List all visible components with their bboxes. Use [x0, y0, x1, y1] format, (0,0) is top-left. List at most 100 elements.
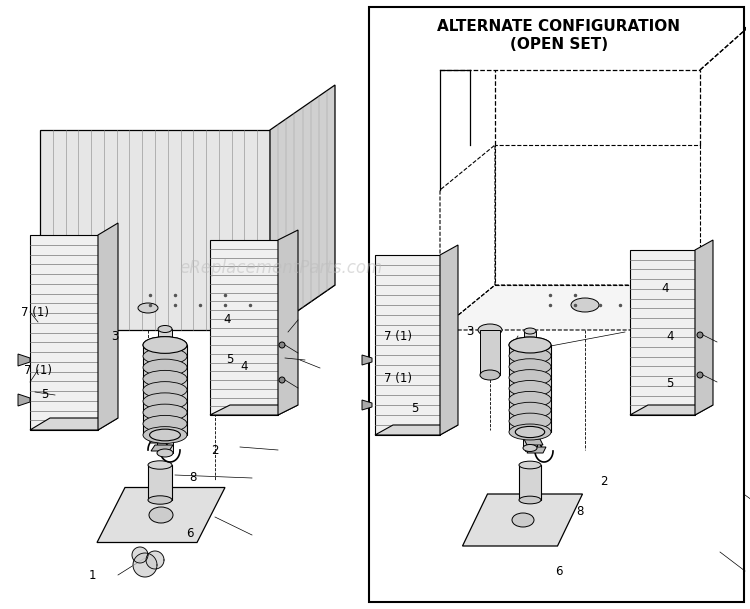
- Ellipse shape: [509, 337, 551, 353]
- Text: 4: 4: [662, 282, 669, 295]
- Bar: [157, 435, 173, 453]
- Polygon shape: [151, 445, 173, 451]
- Ellipse shape: [157, 449, 173, 457]
- Ellipse shape: [279, 342, 285, 348]
- Ellipse shape: [143, 359, 187, 376]
- Ellipse shape: [143, 348, 187, 365]
- Bar: [524, 331, 536, 345]
- Polygon shape: [147, 437, 169, 443]
- Polygon shape: [40, 285, 335, 330]
- Polygon shape: [362, 400, 372, 410]
- Bar: [509, 345, 551, 432]
- Text: 7 (1): 7 (1): [24, 364, 52, 377]
- Polygon shape: [210, 405, 298, 415]
- Text: 7 (1): 7 (1): [384, 329, 412, 343]
- Ellipse shape: [509, 337, 551, 353]
- Polygon shape: [40, 130, 270, 330]
- Polygon shape: [18, 354, 30, 366]
- Polygon shape: [440, 245, 458, 435]
- Text: 1: 1: [88, 569, 96, 582]
- Ellipse shape: [509, 424, 551, 440]
- Ellipse shape: [143, 404, 187, 421]
- Bar: [519, 465, 541, 500]
- Polygon shape: [132, 547, 148, 563]
- Text: 4: 4: [666, 330, 674, 343]
- Text: 5: 5: [41, 388, 49, 401]
- Polygon shape: [18, 394, 30, 406]
- Bar: [480, 330, 500, 375]
- Polygon shape: [30, 418, 118, 430]
- Text: 7 (1): 7 (1): [21, 306, 49, 319]
- Ellipse shape: [523, 445, 537, 451]
- Ellipse shape: [515, 426, 544, 438]
- Ellipse shape: [143, 382, 187, 398]
- Ellipse shape: [478, 324, 502, 336]
- Ellipse shape: [149, 429, 181, 441]
- Ellipse shape: [509, 413, 551, 429]
- Text: eReplacementParts.com: eReplacementParts.com: [180, 259, 382, 277]
- Ellipse shape: [143, 393, 187, 410]
- Polygon shape: [463, 494, 583, 546]
- Polygon shape: [98, 223, 118, 430]
- Ellipse shape: [571, 298, 599, 312]
- Ellipse shape: [143, 337, 187, 353]
- Bar: [369, 7, 744, 602]
- Ellipse shape: [143, 370, 187, 387]
- Text: 2: 2: [600, 474, 608, 488]
- Polygon shape: [524, 439, 543, 445]
- Ellipse shape: [524, 328, 536, 334]
- Text: 7 (1): 7 (1): [384, 372, 412, 385]
- Ellipse shape: [509, 348, 551, 364]
- Polygon shape: [97, 487, 225, 543]
- Text: 3: 3: [466, 325, 474, 339]
- Bar: [143, 345, 187, 435]
- Polygon shape: [695, 240, 713, 415]
- Ellipse shape: [480, 370, 500, 380]
- Ellipse shape: [148, 496, 172, 504]
- Ellipse shape: [512, 513, 534, 527]
- Ellipse shape: [519, 496, 541, 504]
- Ellipse shape: [509, 359, 551, 375]
- Ellipse shape: [138, 303, 158, 313]
- Ellipse shape: [279, 377, 285, 383]
- Text: 6: 6: [555, 565, 562, 578]
- Text: 3: 3: [111, 329, 118, 343]
- Bar: [523, 432, 537, 448]
- Ellipse shape: [509, 381, 551, 396]
- Polygon shape: [630, 250, 695, 415]
- Polygon shape: [210, 240, 278, 415]
- Text: 5: 5: [411, 401, 419, 415]
- Ellipse shape: [509, 370, 551, 385]
- Polygon shape: [146, 551, 164, 569]
- Text: ALTERNATE CONFIGURATION
(OPEN SET): ALTERNATE CONFIGURATION (OPEN SET): [437, 19, 680, 52]
- Ellipse shape: [509, 392, 551, 407]
- Text: 5: 5: [666, 377, 674, 390]
- Polygon shape: [133, 553, 157, 577]
- Text: 5: 5: [226, 353, 234, 366]
- Text: 6: 6: [186, 527, 194, 540]
- Ellipse shape: [149, 507, 173, 523]
- Text: 4: 4: [224, 312, 231, 326]
- Ellipse shape: [148, 461, 172, 469]
- Text: 8: 8: [576, 505, 584, 518]
- Text: 4: 4: [240, 360, 248, 373]
- Ellipse shape: [509, 403, 551, 418]
- Ellipse shape: [143, 427, 187, 443]
- Bar: [148, 465, 172, 500]
- Text: 8: 8: [189, 471, 196, 484]
- Bar: [158, 329, 172, 345]
- Polygon shape: [375, 255, 440, 435]
- Polygon shape: [630, 405, 713, 415]
- Polygon shape: [270, 85, 335, 330]
- Polygon shape: [440, 285, 700, 330]
- Ellipse shape: [143, 337, 187, 353]
- Ellipse shape: [519, 461, 541, 469]
- Ellipse shape: [158, 325, 172, 333]
- Polygon shape: [30, 235, 98, 430]
- Ellipse shape: [697, 332, 703, 338]
- Ellipse shape: [697, 372, 703, 378]
- Text: 2: 2: [211, 444, 219, 457]
- Polygon shape: [278, 230, 298, 415]
- Polygon shape: [362, 355, 372, 365]
- Ellipse shape: [143, 415, 187, 432]
